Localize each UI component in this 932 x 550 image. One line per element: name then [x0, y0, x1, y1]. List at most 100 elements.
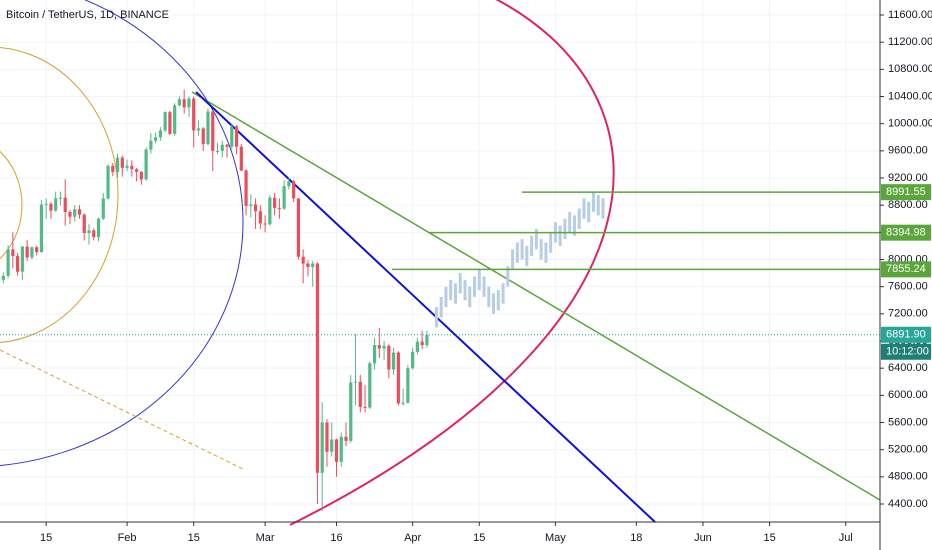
candle-body	[111, 165, 115, 172]
candle-body	[6, 249, 10, 276]
candle-body	[158, 130, 162, 138]
y-tick-label: 11600.00	[888, 9, 932, 21]
candle-body	[239, 146, 243, 171]
x-tick-label: Apr	[404, 532, 421, 544]
projection-bar	[520, 239, 524, 260]
projection-bar	[587, 201, 591, 223]
projection-bar	[525, 245, 529, 267]
candle-body	[349, 382, 353, 441]
projection-bar	[563, 218, 567, 240]
candle-body	[339, 436, 343, 462]
projection-bar	[453, 283, 457, 304]
candle-body	[58, 197, 63, 199]
projection-bar	[530, 235, 534, 257]
grid	[0, 0, 880, 522]
dashed-line	[0, 349, 246, 471]
candle-body	[330, 439, 334, 452]
projection-bar	[473, 276, 477, 297]
projection-bar	[482, 276, 486, 297]
candle-body	[287, 181, 291, 187]
candle-body	[249, 204, 253, 206]
projection-bar	[477, 269, 481, 291]
x-tick-label: 15	[40, 532, 52, 544]
projection-bar	[568, 211, 572, 233]
candle-body	[401, 402, 405, 404]
candle-body	[68, 211, 72, 217]
candle-body	[234, 126, 239, 147]
candle-body	[320, 422, 324, 473]
candle-body	[230, 126, 234, 147]
y-tick-label: 10800.00	[888, 63, 932, 75]
projection-bar	[596, 194, 600, 216]
x-tick-label: Mar	[256, 532, 275, 544]
candle-body	[101, 198, 105, 219]
projection-bar	[582, 198, 586, 219]
candle-body	[353, 381, 358, 383]
projection-bar	[549, 232, 553, 253]
countdown-tag	[881, 343, 931, 360]
candle-body	[211, 111, 215, 151]
y-tick-label: 10400.00	[888, 90, 932, 102]
candle-body	[253, 204, 258, 212]
blue-trend-line	[195, 91, 656, 523]
price-level-tag	[881, 224, 931, 241]
price-level-label: 8991.55	[886, 186, 926, 198]
candle-body	[277, 207, 281, 209]
candle-body	[1, 275, 5, 280]
projection-bar	[439, 296, 443, 318]
y-tick-label: 7600.00	[888, 281, 928, 293]
x-tick-label: 15	[188, 532, 200, 544]
candle-body	[87, 230, 91, 234]
x-tick-label: Feb	[118, 532, 137, 544]
candle-body	[35, 247, 39, 253]
projection-bar	[577, 208, 581, 229]
projection-bar	[487, 286, 491, 308]
candle-body	[325, 422, 329, 452]
x-tick-label: 15	[473, 532, 485, 544]
y-tick-label: 10000.00	[888, 118, 932, 130]
candle-body	[358, 381, 362, 407]
candle-body	[177, 99, 182, 106]
projection-bar	[511, 249, 515, 270]
x-tick-label: 16	[330, 532, 342, 544]
candle-body	[372, 345, 377, 364]
projection-bar	[434, 307, 438, 328]
y-tick-label: 8800.00	[888, 199, 928, 211]
candle-body	[54, 198, 58, 211]
candle-body	[92, 230, 96, 238]
candle-body	[344, 436, 348, 441]
candle-body	[192, 98, 196, 131]
candle-body	[25, 246, 29, 258]
candle-body	[273, 197, 277, 208]
candle-body	[168, 112, 172, 134]
candle-body	[77, 209, 82, 215]
x-tick-label: 18	[630, 532, 642, 544]
projection-bar	[458, 273, 462, 294]
y-tick-label: 9600.00	[888, 145, 928, 157]
y-tick-label: 7200.00	[888, 308, 928, 320]
candle-body	[396, 352, 400, 404]
candle-body	[144, 149, 148, 180]
candle-body	[20, 246, 24, 272]
candle-body	[244, 170, 248, 206]
candle-body	[39, 204, 44, 253]
candle-body	[387, 345, 391, 370]
candle-body	[73, 209, 77, 217]
candle-body	[225, 144, 229, 147]
chart-title: Bitcoin / TetherUS, 1D, BINANCE	[6, 9, 169, 21]
candle-body	[16, 256, 20, 272]
drawings	[0, 0, 881, 526]
gold-arc	[0, 46, 119, 344]
price-level-tag	[881, 261, 931, 278]
candle-body	[173, 105, 177, 134]
y-tick-label: 11200.00	[888, 36, 932, 48]
candle-body	[82, 214, 86, 234]
candle-body	[187, 98, 191, 108]
candle-body	[130, 165, 134, 170]
candle-body	[420, 341, 424, 346]
candle-body	[11, 249, 15, 257]
candle-body	[206, 111, 210, 145]
candle-body	[134, 169, 139, 172]
y-tick-label: 4400.00	[888, 498, 928, 510]
